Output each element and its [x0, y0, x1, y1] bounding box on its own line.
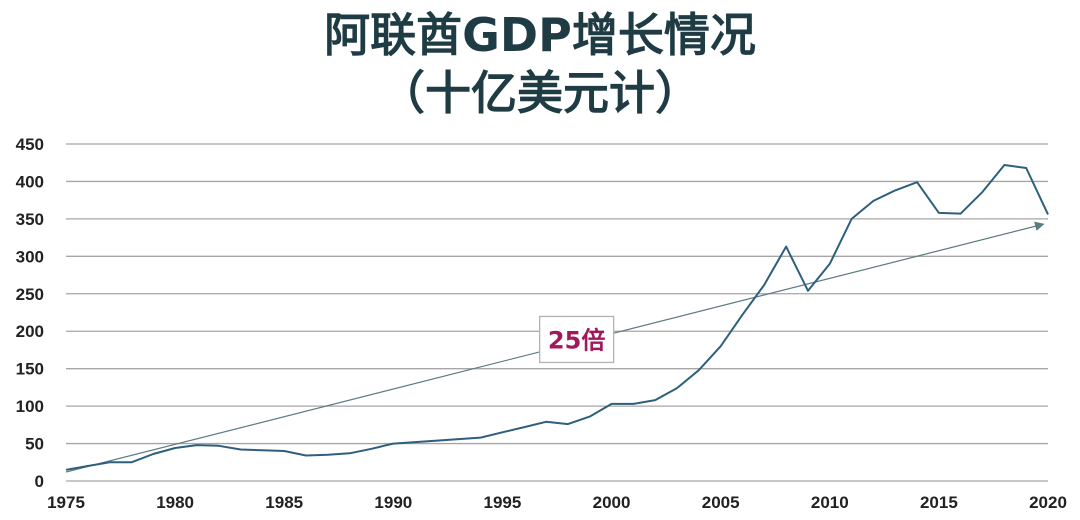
- chart-title: 阿联酋GDP增长情况 （十亿美元计）: [0, 6, 1080, 122]
- y-tick-label-150: 150: [16, 360, 44, 379]
- x-tick-label-2020: 2020: [1029, 493, 1067, 512]
- x-tick-label-2010: 2010: [811, 493, 849, 512]
- x-tick-label-1990: 1990: [374, 493, 412, 512]
- series-line-gdp: [65, 164, 1049, 471]
- x-tick-label-1980: 1980: [156, 493, 194, 512]
- x-tick-label-2000: 2000: [593, 493, 631, 512]
- x-tick-label-1975: 1975: [47, 493, 85, 512]
- y-tick-label-350: 350: [16, 210, 44, 229]
- y-tick-label-200: 200: [16, 322, 44, 341]
- annotation-box: [538, 315, 615, 364]
- y-tick-label-300: 300: [16, 247, 44, 266]
- x-tick-label-2005: 2005: [702, 493, 740, 512]
- y-tick-label-250: 250: [16, 285, 44, 304]
- y-tick-label-400: 400: [16, 172, 44, 191]
- annotation-label: 25倍: [548, 326, 605, 354]
- y-tick-label-50: 50: [25, 435, 44, 454]
- y-tick-label-0: 0: [35, 472, 44, 491]
- y-tick-label-450: 450: [16, 135, 44, 154]
- x-tick-label-1985: 1985: [265, 493, 303, 512]
- y-tick-label-100: 100: [16, 397, 44, 416]
- x-tick-label-2015: 2015: [920, 493, 958, 512]
- chart-title-line-1: 阿联酋GDP增长情况: [324, 8, 756, 62]
- chart-title-line-2: （十亿美元计）: [379, 66, 701, 120]
- x-tick-label-1995: 1995: [484, 493, 522, 512]
